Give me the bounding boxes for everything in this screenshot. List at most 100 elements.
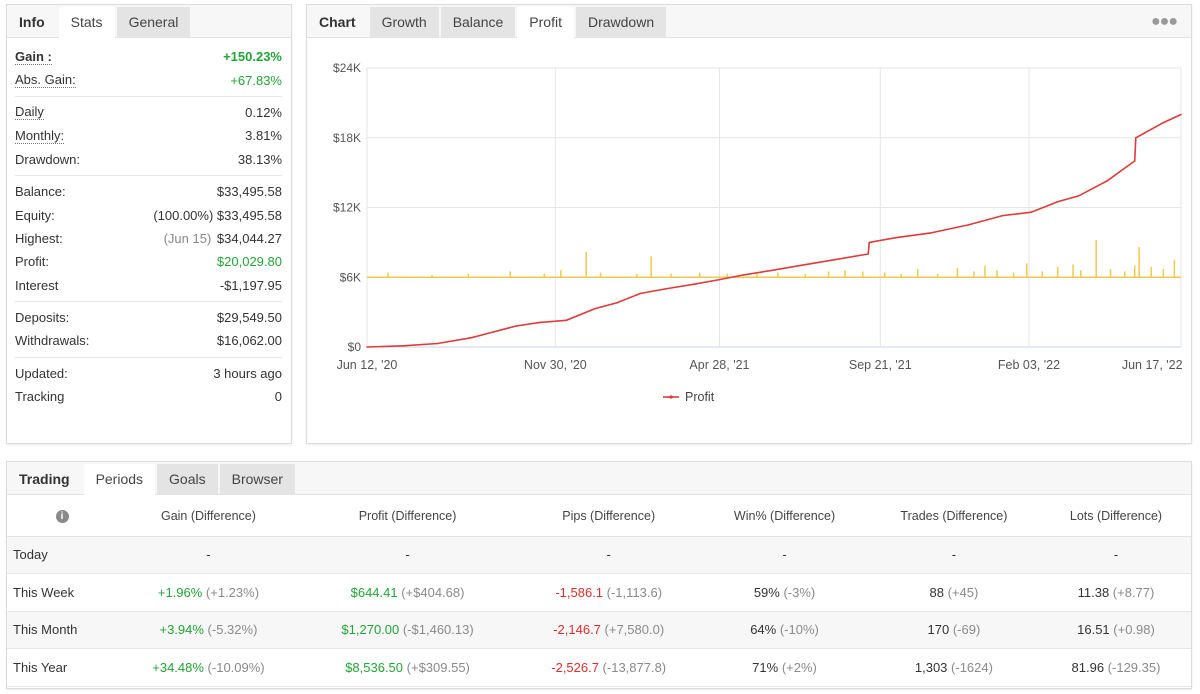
period-lots-value: 11.38 bbox=[1077, 584, 1110, 600]
period-trades-value: - bbox=[951, 547, 957, 563]
y-tick-label: $12K bbox=[333, 201, 361, 215]
updated-value: 3 hours ago bbox=[213, 365, 282, 381]
legend-label: Profit bbox=[685, 390, 715, 404]
period-label: This Month bbox=[7, 611, 117, 649]
column-header: Trades (Difference) bbox=[866, 496, 1041, 537]
daily-value: 0.12% bbox=[245, 104, 282, 120]
x-tick-label: Jun 17, '22 bbox=[1122, 358, 1183, 372]
profit-point bbox=[799, 264, 801, 267]
period-lots-cell: 81.96 (-129.35) bbox=[1040, 648, 1191, 687]
y-tick-label: $18K bbox=[333, 131, 361, 145]
period-win-value: 59% bbox=[753, 584, 780, 600]
period-profit-value: $8,536.50 bbox=[345, 659, 404, 675]
period-trades-value: 88 bbox=[929, 584, 944, 600]
period-gain-value: +3.94% bbox=[159, 622, 204, 638]
tab-profit[interactable]: Profit bbox=[517, 7, 574, 38]
profit-chart: $0 $6K $12K $18K $24K Jun 12, '20 Nov 30, '20 A… bbox=[333, 61, 1183, 404]
gain-label[interactable]: Gain : bbox=[15, 48, 52, 65]
tab-stats[interactable]: Stats bbox=[58, 7, 115, 38]
profit-series-line bbox=[366, 113, 1182, 348]
tab-balance[interactable]: Balance bbox=[440, 7, 516, 37]
trading-panel: Trading Periods Goals Browser i Gain (Di… bbox=[6, 461, 1192, 689]
x-tick-label: Apr 28, '21 bbox=[689, 358, 749, 372]
period-pips-diff: (+7,580.0) bbox=[600, 622, 665, 638]
info-header: i bbox=[7, 496, 117, 537]
stat-drawdown: Drawdown: 38.13% bbox=[15, 148, 282, 171]
table-row: This Week +1.96% (+1.23%) $644.41 (+$404.6… bbox=[7, 573, 1191, 612]
stat-updated: Updated: 3 hours ago bbox=[15, 362, 282, 385]
stat-withdrawals: Withdrawals: $16,062.00 bbox=[15, 329, 282, 352]
column-header: Win% (Difference) bbox=[702, 496, 867, 537]
period-win-cell: 64% (-10%) bbox=[702, 611, 867, 649]
info-icon[interactable]: i bbox=[55, 510, 69, 524]
period-profit-value: $644.41 bbox=[350, 584, 398, 600]
period-lots-cell: - bbox=[1040, 536, 1191, 574]
tab-periods[interactable]: Periods bbox=[83, 464, 156, 495]
profit-point bbox=[833, 259, 835, 261]
period-pips-cell: -2,526.7 (-13,877.8) bbox=[515, 648, 703, 687]
profit-point bbox=[1001, 214, 1004, 217]
x-tick-label: Sep 21, '21 bbox=[849, 358, 912, 372]
monthly-label[interactable]: Monthly: bbox=[15, 127, 65, 144]
profit-point bbox=[565, 319, 568, 322]
deposits-value: $29,549.50 bbox=[216, 310, 282, 326]
table-row: This Month +3.94% (-5.32%) $1,270.00 (-$1,… bbox=[7, 611, 1191, 649]
period-trades-cell: - bbox=[866, 536, 1041, 574]
period-gain-value: - bbox=[206, 547, 211, 563]
equity-value-group: (100.00%) $33,495.58 bbox=[153, 208, 282, 223]
highest-date: (Jun 15) bbox=[163, 230, 212, 246]
column-header: Pips (Difference) bbox=[515, 496, 703, 537]
periods-table: i Gain (Difference) Profit (Difference) … bbox=[7, 496, 1191, 687]
period-lots-cell: 16.51 (+0.98) bbox=[1040, 611, 1191, 649]
period-profit-cell: $644.41 (+$404.68) bbox=[299, 573, 516, 612]
x-tick-label: Nov 30, '20 bbox=[524, 358, 587, 372]
tab-growth[interactable]: Growth bbox=[369, 7, 439, 37]
abs-gain-label[interactable]: Abs. Gain: bbox=[15, 72, 76, 89]
profit-point bbox=[693, 283, 695, 286]
period-trades-cell: 170 (-69) bbox=[866, 611, 1041, 649]
column-header: Profit (Difference) bbox=[299, 496, 516, 537]
period-lots-value: 16.51 bbox=[1077, 622, 1110, 638]
tab-drawdown[interactable]: Drawdown bbox=[575, 7, 667, 37]
period-trades-cell: 88 (+45) bbox=[866, 573, 1041, 612]
stat-profit: Profit: $20,029.80 bbox=[15, 250, 282, 273]
period-profit-cell: $1,270.00 (-$1,460.13) bbox=[299, 611, 516, 649]
period-win-diff: (-3%) bbox=[779, 584, 816, 600]
y-tick-label: $6K bbox=[340, 270, 361, 284]
period-win-diff: (-10%) bbox=[776, 622, 819, 638]
stat-tracking: Tracking 0 bbox=[15, 385, 282, 408]
period-trades-value: 1,303 bbox=[914, 659, 948, 675]
daily-label[interactable]: Daily bbox=[15, 104, 44, 121]
period-pips-cell: -1,586.1 (-1,113.6) bbox=[515, 573, 703, 612]
profit-point bbox=[1162, 121, 1165, 124]
period-label: Today bbox=[7, 536, 117, 574]
tab-info[interactable]: Info bbox=[19, 14, 45, 30]
tracking-value: 0 bbox=[274, 389, 282, 405]
period-profit-diff: (+$404.68) bbox=[397, 584, 465, 600]
tab-trading[interactable]: Trading bbox=[19, 471, 70, 487]
drawdown-label: Drawdown: bbox=[15, 151, 81, 167]
abs-gain-value: +67.83% bbox=[230, 72, 282, 88]
profit-point bbox=[742, 274, 745, 276]
profit-point bbox=[894, 236, 897, 239]
period-gain-cell: +3.94% (-5.32%) bbox=[117, 611, 300, 649]
period-label: This Week bbox=[7, 573, 117, 612]
highest-value: $34,044.27 bbox=[216, 230, 282, 246]
profit-point bbox=[771, 269, 774, 272]
profit-point bbox=[1077, 195, 1080, 197]
stat-abs-gain: Abs. Gain: +67.83% bbox=[15, 68, 282, 91]
withdrawals-value: $16,062.00 bbox=[216, 333, 282, 349]
profit-point bbox=[867, 253, 869, 255]
tab-browser[interactable]: Browser bbox=[219, 464, 295, 494]
tab-general[interactable]: General bbox=[116, 7, 191, 37]
tab-goals[interactable]: Goals bbox=[157, 464, 218, 494]
updated-label: Updated: bbox=[15, 365, 68, 381]
highest-label: Highest: bbox=[15, 230, 63, 246]
more-dots-icon[interactable]: ●●● bbox=[1151, 13, 1178, 30]
profit-point bbox=[967, 224, 970, 226]
legend-marker bbox=[669, 395, 673, 399]
tab-chart[interactable]: Chart bbox=[319, 14, 356, 30]
profit-point bbox=[492, 331, 495, 333]
profit-point bbox=[514, 325, 517, 327]
profit-point bbox=[1180, 113, 1182, 116]
